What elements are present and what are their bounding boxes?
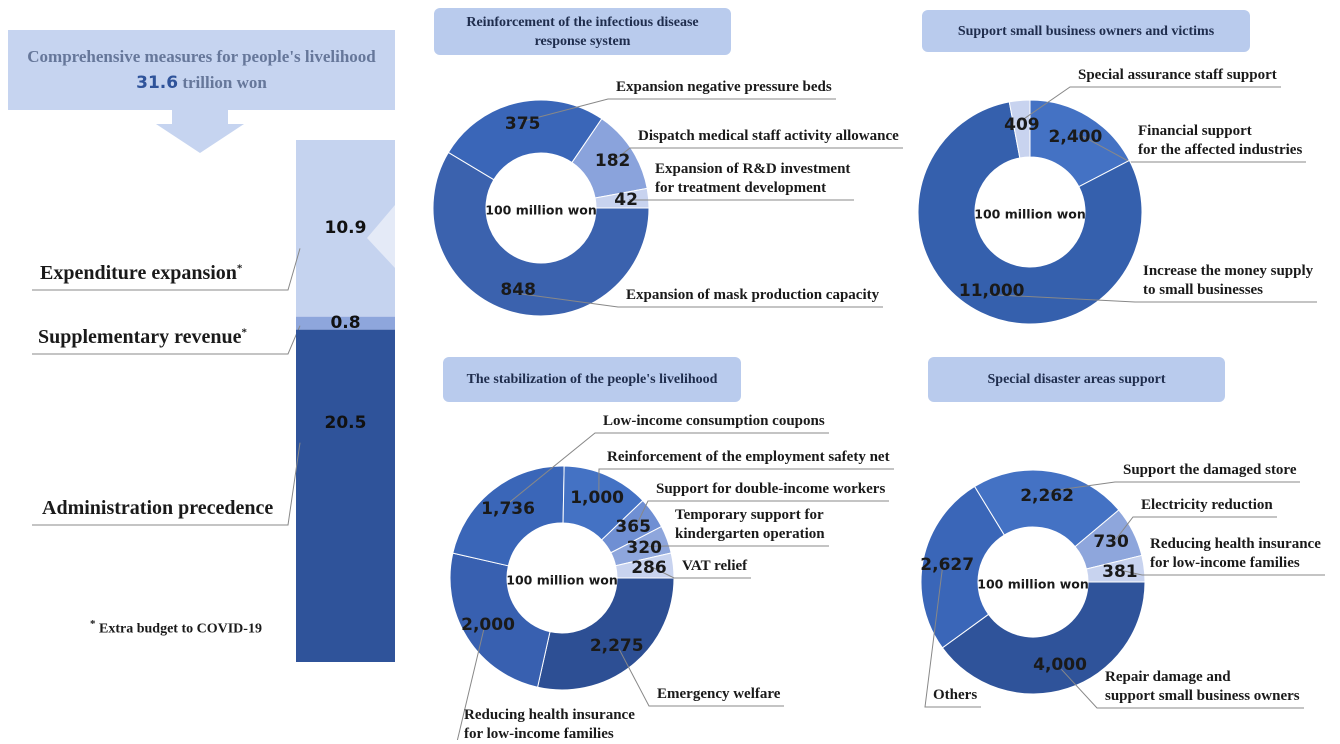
center-label: 100 million won: [974, 207, 1085, 222]
chart-title: Support small business owners and victim…: [922, 10, 1250, 52]
slice-value: 286: [631, 558, 667, 578]
slice-value: 1,736: [481, 499, 535, 519]
slice-value: 1,000: [570, 488, 624, 508]
segment-label: Administration precedence: [42, 497, 273, 520]
header-title: Comprehensive measures for people's live…: [8, 47, 395, 67]
note: Extra budget to COVID-19: [99, 622, 262, 637]
bar-value: 20.5: [325, 413, 367, 433]
slice-label: Electricity reduction: [1141, 496, 1273, 515]
slice-value: 320: [626, 538, 662, 558]
slice-value: 4,000: [1033, 655, 1087, 675]
bar-value: 10.9: [325, 218, 367, 238]
slice-value: 2,000: [461, 615, 515, 635]
slice-label: Low-income consumption coupons: [603, 412, 825, 431]
slice-value: 11,000: [959, 281, 1025, 301]
slice-value: 381: [1102, 562, 1138, 582]
slice-label: Increase the money supply to small busin…: [1143, 262, 1313, 300]
header-box: [8, 30, 395, 110]
slice-value: 2,400: [1049, 127, 1103, 147]
slice-label: Emergency welfare: [657, 685, 780, 704]
slice-label: Support the damaged store: [1123, 461, 1296, 480]
slice-label: Support for double-income workers: [656, 480, 885, 499]
header-amount: 31.6: [136, 73, 178, 93]
slice-value: 182: [595, 151, 631, 171]
slice-value: 2,262: [1020, 486, 1074, 506]
bar-value: 0.8: [330, 313, 360, 333]
slice-value: 2,275: [590, 636, 644, 656]
leader: [615, 148, 903, 160]
slice-label: Reinforcement of the employment safety n…: [607, 448, 890, 467]
marker: *: [242, 326, 248, 338]
note-line: * Extra budget to COVID-19: [90, 618, 262, 638]
slice-label: Reducing health insurance for low-income…: [464, 706, 635, 744]
slice-label: Others: [933, 686, 977, 705]
marker: *: [237, 262, 243, 274]
slice-label: Temporary support for kindergarten opera…: [675, 506, 825, 544]
center-label: 100 million won: [506, 573, 617, 588]
slice-value: 365: [615, 517, 651, 537]
slice-value: 730: [1093, 532, 1129, 552]
slice-value: 375: [505, 114, 541, 134]
slice-label: Repair damage and support small business…: [1105, 668, 1300, 706]
header-unit: trillion won: [182, 73, 267, 92]
bar-segment: [296, 330, 395, 662]
segment-label: Expenditure expansion*: [40, 262, 242, 285]
segment-label: Supplementary revenue*: [38, 326, 247, 349]
slice-label: Expansion of mask production capacity: [626, 286, 879, 305]
slice-label: Expansion of R&D investment for treatmen…: [655, 160, 850, 198]
slice-label: Financial support for the affected indus…: [1138, 122, 1302, 160]
header-amount-line: 31.6 trillion won: [8, 73, 395, 93]
slice-label: Reducing health insurance for low-income…: [1150, 535, 1321, 573]
center-label: 100 million won: [977, 577, 1088, 592]
slice-value: 409: [1004, 115, 1040, 135]
chart-title: Special disaster areas support: [928, 357, 1225, 402]
slice-value: 2,627: [920, 555, 974, 575]
chart-title: Reinforcement of the infectious disease …: [434, 8, 731, 55]
note-marker: *: [90, 618, 96, 630]
slice-value: 848: [500, 280, 536, 300]
slice-label: Dispatch medical staff activity allowanc…: [638, 127, 899, 146]
slice-value: 42: [614, 190, 638, 210]
chart-title: The stabilization of the people's liveli…: [443, 357, 741, 402]
slice-label: VAT relief: [682, 557, 747, 576]
slice-label: Expansion negative pressure beds: [616, 78, 832, 97]
slice-label: Special assurance staff support: [1078, 66, 1277, 85]
arrow: [156, 110, 244, 153]
center-label: 100 million won: [485, 203, 596, 218]
